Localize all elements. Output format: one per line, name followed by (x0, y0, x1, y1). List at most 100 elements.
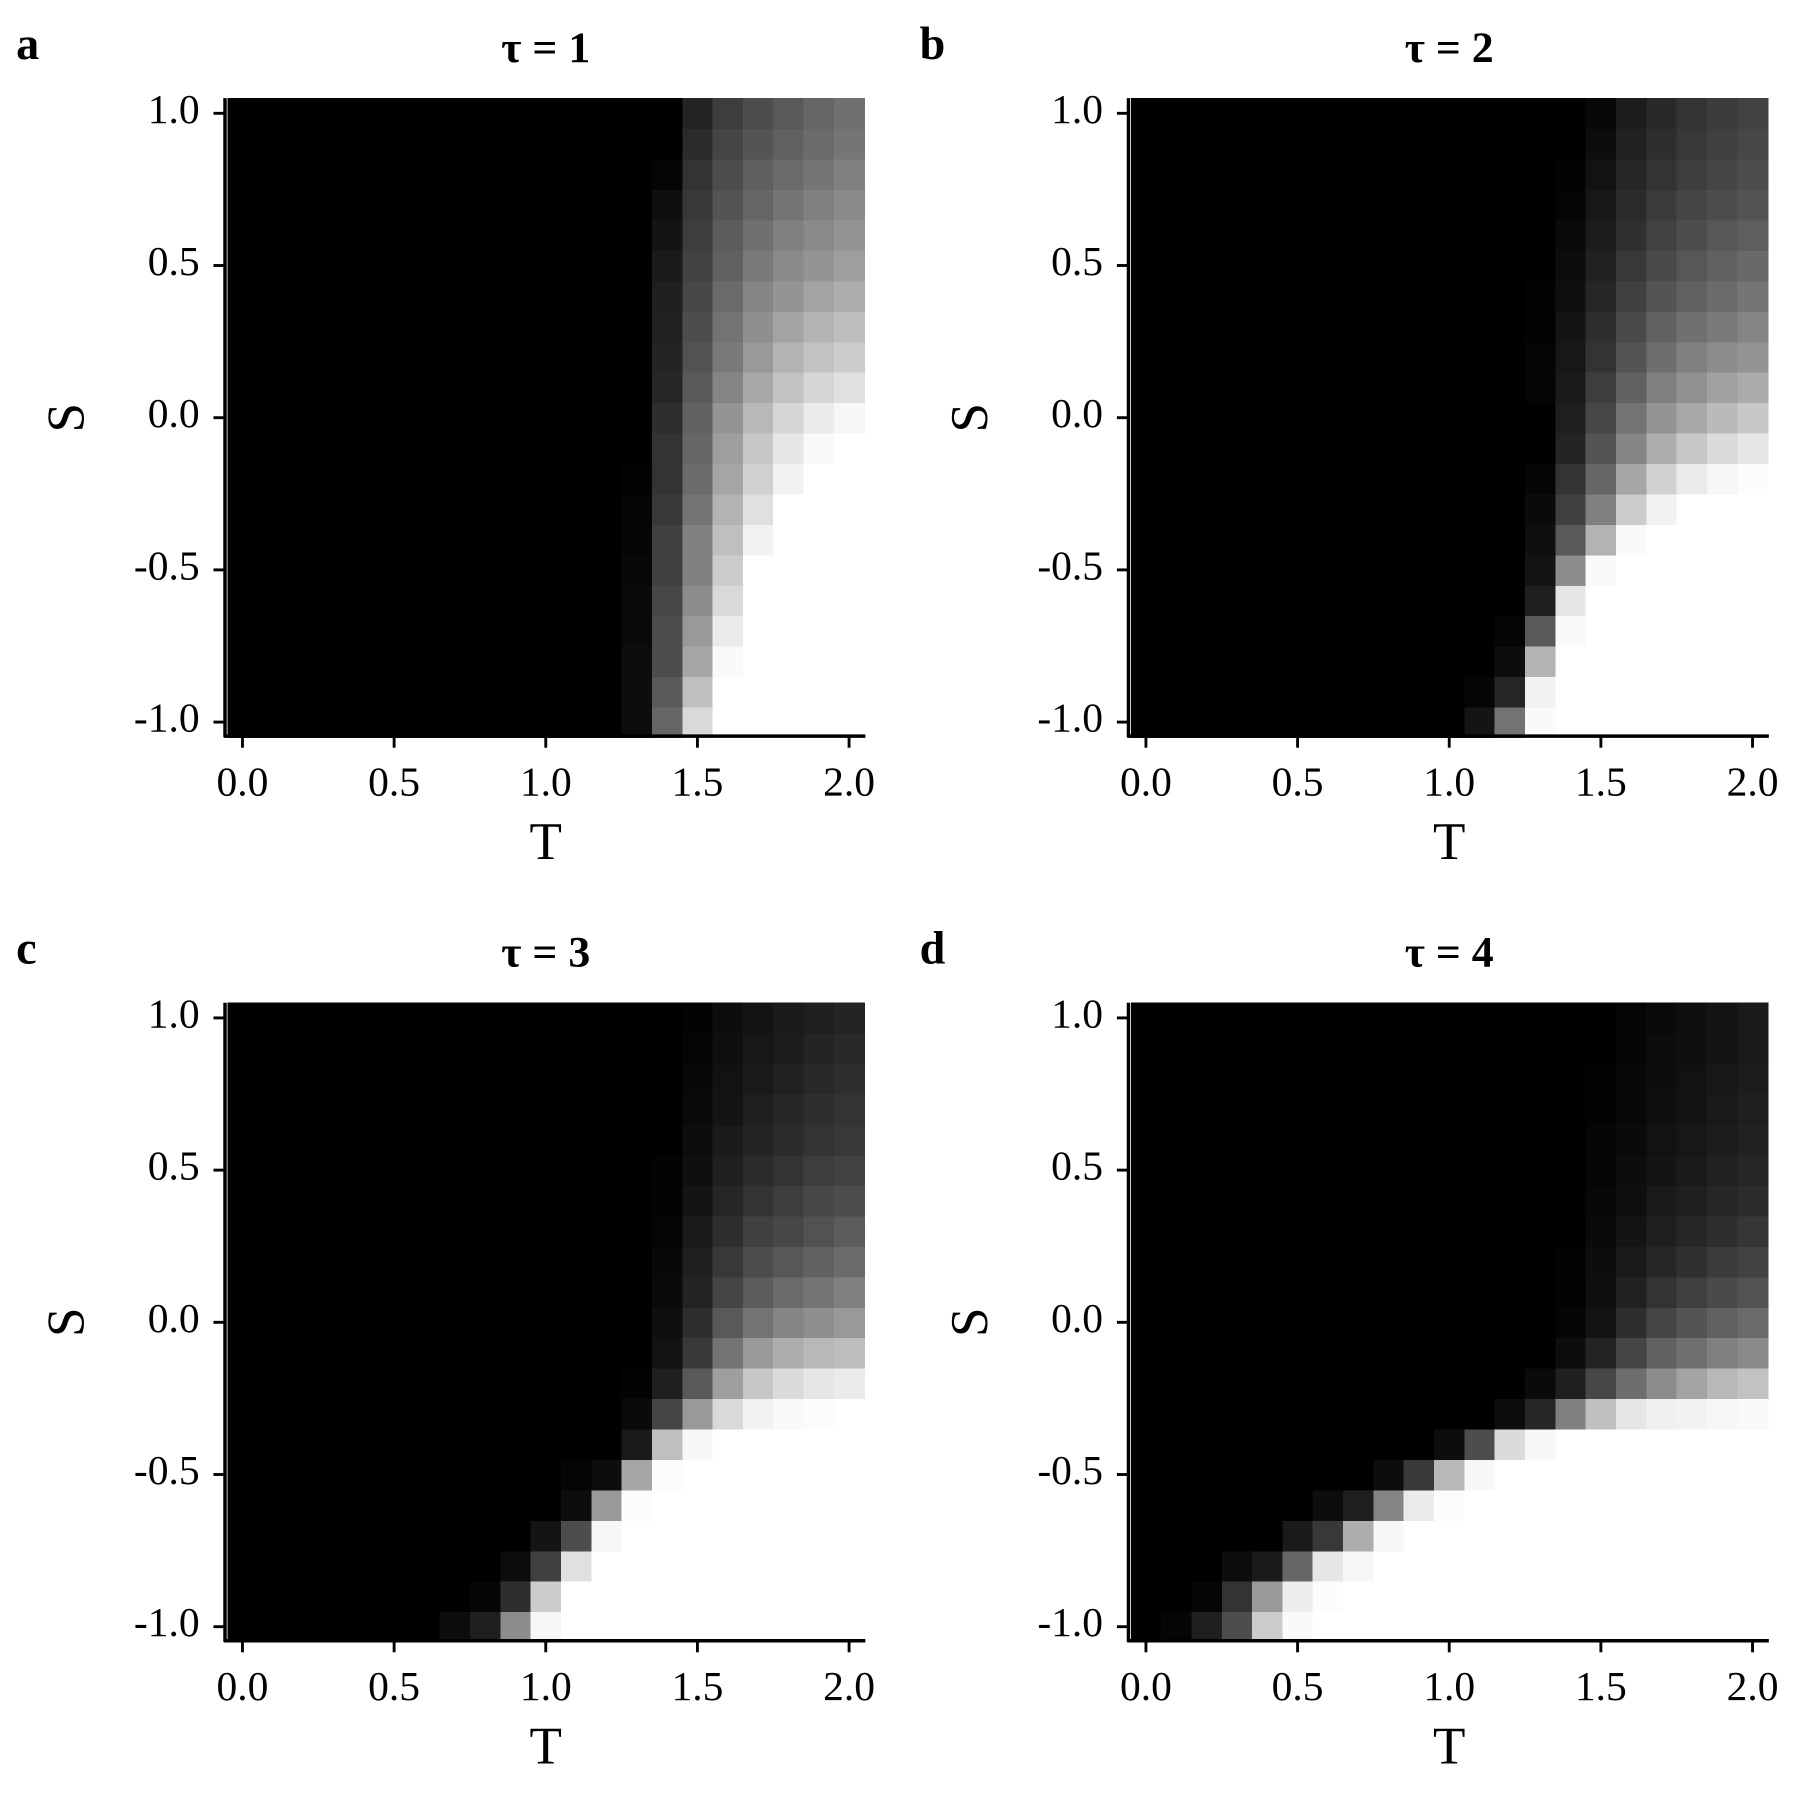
heatmap-cell (833, 1215, 865, 1247)
heatmap-cell (1252, 158, 1284, 191)
heatmap-cell (1616, 706, 1648, 738)
heatmap-cell (1343, 189, 1375, 221)
heatmap-cell (1707, 1520, 1739, 1552)
heatmap-cell (621, 1398, 653, 1430)
heatmap-cell (1403, 1489, 1435, 1521)
heatmap-cell (1494, 1581, 1526, 1613)
heatmap-cell (1707, 554, 1739, 586)
heatmap-cell (318, 1154, 350, 1187)
heatmap-cell (621, 1185, 653, 1217)
heatmap-cell (1221, 1094, 1253, 1126)
heatmap-cell (803, 1550, 835, 1582)
heatmap-cell (378, 158, 410, 191)
heatmap-cell (1525, 1154, 1557, 1187)
heatmap-cell (1312, 1063, 1344, 1095)
heatmap-cell (803, 1367, 835, 1400)
heatmap-cell (1403, 1215, 1435, 1247)
heatmap-cell (1221, 615, 1253, 647)
heatmap-cell (257, 128, 289, 160)
heatmap-cell (742, 402, 774, 434)
heatmap-cell (742, 615, 774, 647)
heatmap-cell (1646, 1063, 1678, 1095)
heatmap-cell (287, 1063, 319, 1095)
heatmap-cell (591, 585, 623, 617)
heatmap-cell (530, 402, 562, 434)
heatmap-cell (1191, 585, 1223, 617)
heatmap-cell (591, 158, 623, 191)
heatmap-cell (1403, 432, 1435, 465)
heatmap-cell (712, 1307, 744, 1339)
heatmap-cell (1191, 676, 1223, 708)
heatmap-cell (1646, 1398, 1678, 1430)
heatmap-cell (1434, 98, 1466, 130)
heatmap-cell (1737, 1094, 1769, 1126)
heatmap-cell (591, 341, 623, 373)
heatmap-cell (560, 1520, 592, 1552)
heatmap-cell (439, 402, 471, 434)
heatmap-cell (1676, 1428, 1708, 1460)
heatmap-cell (833, 1428, 865, 1460)
heatmap-cell (560, 1398, 592, 1430)
heatmap-cell (1282, 1002, 1314, 1034)
heatmap-cell (833, 128, 865, 160)
heatmap-cell (712, 1246, 744, 1278)
heatmap-cell (439, 189, 471, 221)
heatmap-cell (1646, 1489, 1678, 1521)
heatmap-cell (1585, 706, 1617, 738)
heatmap-cell (1373, 1520, 1405, 1552)
heatmap-cell (1555, 585, 1587, 617)
heatmap-cell (500, 372, 532, 404)
heatmap-cell (803, 158, 835, 191)
heatmap-cell (621, 372, 653, 404)
heatmap-cell (1161, 1520, 1193, 1552)
heatmap-cell (409, 1428, 441, 1460)
heatmap-cell (1343, 554, 1375, 586)
heatmap-cell (1707, 402, 1739, 434)
heatmap-cell (1676, 615, 1708, 647)
heatmap-cell (1130, 98, 1162, 130)
heatmap-cell (257, 341, 289, 373)
heatmap-cell (773, 706, 805, 738)
heatmap-cell (318, 1307, 350, 1339)
heatmap-cell (287, 1276, 319, 1308)
heatmap-cell (409, 676, 441, 708)
y-tick-label: 1.0 (148, 86, 200, 132)
heatmap-cell (287, 1489, 319, 1521)
heatmap-cell (1555, 706, 1587, 738)
heatmap-cell (439, 1094, 471, 1126)
heatmap-cell (1737, 1428, 1769, 1460)
heatmap-cell (1282, 1215, 1314, 1247)
heatmap-cell (1191, 1428, 1223, 1460)
heatmap-cell (1737, 158, 1769, 191)
heatmap-cell (1191, 645, 1223, 678)
heatmap-cell (742, 372, 774, 404)
heatmap-cell (1434, 1215, 1466, 1247)
heatmap-cell (1434, 1489, 1466, 1521)
heatmap-cell (1252, 554, 1284, 586)
heatmap-cell (1616, 1124, 1648, 1156)
heatmap-cell (591, 463, 623, 495)
heatmap-cell (1130, 189, 1162, 221)
heatmap-cell (348, 1154, 380, 1187)
heatmap-cell (1252, 1337, 1284, 1369)
heatmap-cell (409, 1581, 441, 1613)
heatmap-cell (530, 158, 562, 191)
heatmap-cell (803, 1520, 835, 1552)
heatmap-cell (318, 1520, 350, 1552)
heatmap-cell (500, 1398, 532, 1430)
heatmap-cell (1707, 1489, 1739, 1521)
heatmap-cell (318, 311, 350, 343)
heatmap-cell (1737, 1033, 1769, 1065)
heatmap-cell (1373, 250, 1405, 282)
heatmap-cell (712, 1367, 744, 1400)
heatmap-cell (1525, 1428, 1557, 1460)
heatmap-cell (833, 615, 865, 647)
heatmap-cell (530, 1002, 562, 1034)
heatmap-cell (1161, 463, 1193, 495)
heatmap-cell (1737, 1398, 1769, 1430)
heatmap-cell (1252, 1033, 1284, 1065)
heatmap-cell (1282, 128, 1314, 160)
heatmap-cell (1646, 341, 1678, 373)
heatmap-cell (1707, 372, 1739, 404)
heatmap-cell (1494, 402, 1526, 434)
